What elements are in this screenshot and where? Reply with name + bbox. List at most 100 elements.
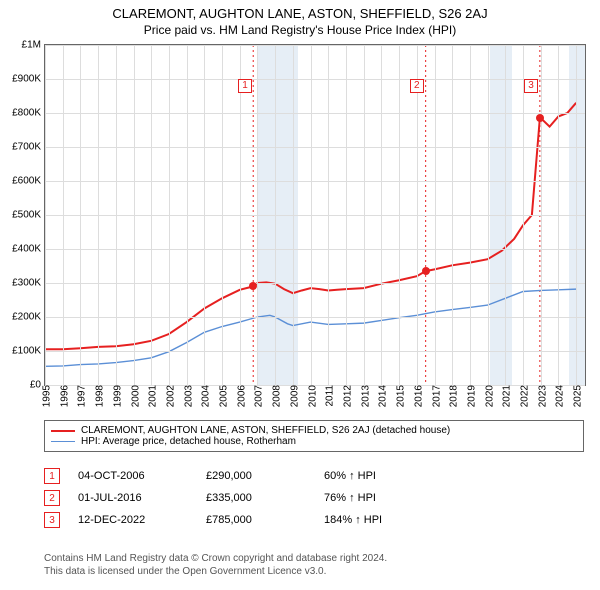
sale-price: £290,000 <box>206 470 306 482</box>
x-tick-label: 2011 <box>321 385 336 407</box>
x-gridline <box>169 45 170 385</box>
y-tick-label: £400K <box>12 244 45 255</box>
y-tick-label: £500K <box>12 210 45 221</box>
x-gridline <box>558 45 559 385</box>
sale-row: 201-JUL-2016£335,00076% ↑ HPI <box>44 490 382 506</box>
y-gridline <box>45 283 585 284</box>
x-tick-label: 2021 <box>498 385 513 407</box>
legend-swatch <box>51 441 75 442</box>
sale-row: 104-OCT-2006£290,00060% ↑ HPI <box>44 468 382 484</box>
sale-delta: 60% ↑ HPI <box>324 470 376 482</box>
x-gridline <box>63 45 64 385</box>
x-gridline <box>45 45 46 385</box>
x-gridline <box>80 45 81 385</box>
x-gridline <box>98 45 99 385</box>
sale-price: £335,000 <box>206 492 306 504</box>
y-gridline <box>45 215 585 216</box>
y-gridline <box>45 45 585 46</box>
x-tick-label: 2018 <box>445 385 460 407</box>
footer-attribution: Contains HM Land Registry data © Crown c… <box>44 552 387 578</box>
y-gridline <box>45 317 585 318</box>
x-tick-label: 2015 <box>392 385 407 407</box>
x-gridline <box>576 45 577 385</box>
sale-marker-1: 1 <box>238 79 252 93</box>
x-gridline <box>204 45 205 385</box>
x-tick-label: 2020 <box>480 385 495 407</box>
x-tick-label: 2023 <box>533 385 548 407</box>
chart-subtitle: Price paid vs. HM Land Registry's House … <box>0 21 600 41</box>
x-tick-label: 2004 <box>197 385 212 407</box>
x-tick-label: 2007 <box>250 385 265 407</box>
x-tick-label: 1996 <box>55 385 70 407</box>
y-tick-label: £700K <box>12 142 45 153</box>
sale-delta: 76% ↑ HPI <box>324 492 376 504</box>
legend-swatch <box>51 430 75 432</box>
x-gridline <box>311 45 312 385</box>
y-gridline <box>45 181 585 182</box>
y-gridline <box>45 113 585 114</box>
y-tick-label: £900K <box>12 74 45 85</box>
x-gridline <box>257 45 258 385</box>
footer-line-1: Contains HM Land Registry data © Crown c… <box>44 552 387 565</box>
legend-label: CLAREMONT, AUGHTON LANE, ASTON, SHEFFIEL… <box>81 425 450 436</box>
x-gridline <box>523 45 524 385</box>
y-gridline <box>45 147 585 148</box>
x-tick-label: 1995 <box>38 385 53 407</box>
x-gridline <box>435 45 436 385</box>
sale-dot <box>422 267 430 275</box>
x-tick-label: 1999 <box>108 385 123 407</box>
x-tick-label: 1998 <box>91 385 106 407</box>
x-tick-label: 2014 <box>374 385 389 407</box>
x-gridline <box>417 45 418 385</box>
x-gridline <box>399 45 400 385</box>
sales-table: 104-OCT-2006£290,00060% ↑ HPI201-JUL-201… <box>44 468 382 534</box>
x-tick-label: 2005 <box>215 385 230 407</box>
x-tick-label: 2024 <box>551 385 566 407</box>
y-gridline <box>45 351 585 352</box>
legend: CLAREMONT, AUGHTON LANE, ASTON, SHEFFIEL… <box>44 420 584 452</box>
x-tick-label: 2002 <box>161 385 176 407</box>
y-tick-label: £100K <box>12 346 45 357</box>
x-gridline <box>505 45 506 385</box>
plot-area: £0£100K£200K£300K£400K£500K£600K£700K£80… <box>44 44 586 386</box>
y-tick-label: £300K <box>12 278 45 289</box>
x-gridline <box>134 45 135 385</box>
x-tick-label: 2013 <box>356 385 371 407</box>
x-tick-label: 1997 <box>73 385 88 407</box>
x-gridline <box>187 45 188 385</box>
x-gridline <box>381 45 382 385</box>
x-tick-label: 2010 <box>303 385 318 407</box>
legend-item: HPI: Average price, detached house, Roth… <box>51 436 577 447</box>
x-tick-label: 2017 <box>427 385 442 407</box>
x-tick-label: 2008 <box>268 385 283 407</box>
x-gridline <box>293 45 294 385</box>
x-tick-label: 2012 <box>338 385 353 407</box>
x-tick-label: 2009 <box>285 385 300 407</box>
x-tick-label: 2022 <box>516 385 531 407</box>
x-gridline <box>222 45 223 385</box>
y-tick-label: £800K <box>12 108 45 119</box>
x-gridline <box>541 45 542 385</box>
sale-date: 04-OCT-2006 <box>78 470 188 482</box>
x-gridline <box>151 45 152 385</box>
sale-row: 312-DEC-2022£785,000184% ↑ HPI <box>44 512 382 528</box>
x-tick-label: 2016 <box>409 385 424 407</box>
sale-date: 12-DEC-2022 <box>78 514 188 526</box>
x-gridline <box>240 45 241 385</box>
sale-dot <box>536 114 544 122</box>
legend-item: CLAREMONT, AUGHTON LANE, ASTON, SHEFFIEL… <box>51 425 577 436</box>
sale-row-marker: 2 <box>44 490 60 506</box>
x-tick-label: 2019 <box>462 385 477 407</box>
chart-container: { "title": "CLAREMONT, AUGHTON LANE, AST… <box>0 0 600 590</box>
chart-title: CLAREMONT, AUGHTON LANE, ASTON, SHEFFIEL… <box>0 0 600 21</box>
y-tick-label: £1M <box>22 40 45 51</box>
sale-delta: 184% ↑ HPI <box>324 514 382 526</box>
sale-marker-3: 3 <box>524 79 538 93</box>
legend-label: HPI: Average price, detached house, Roth… <box>81 436 296 447</box>
x-gridline <box>116 45 117 385</box>
y-tick-label: £600K <box>12 176 45 187</box>
x-tick-label: 2006 <box>232 385 247 407</box>
x-tick-label: 2001 <box>144 385 159 407</box>
y-gridline <box>45 249 585 250</box>
x-gridline <box>275 45 276 385</box>
